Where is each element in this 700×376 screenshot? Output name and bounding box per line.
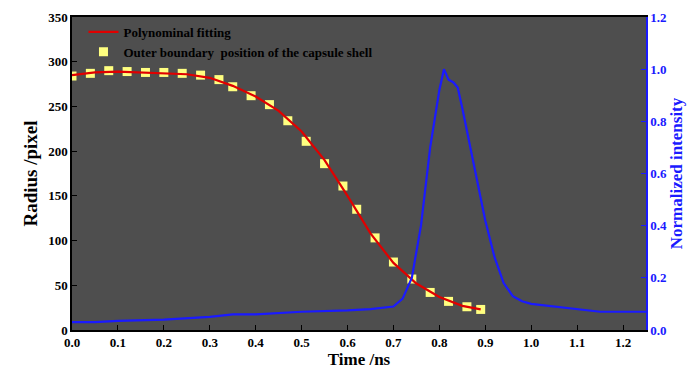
svg-text:Radius /pixel: Radius /pixel (20, 120, 41, 226)
svg-text:1.2: 1.2 (615, 335, 631, 350)
svg-text:0.8: 0.8 (431, 335, 448, 350)
svg-text:0.4: 0.4 (248, 335, 265, 350)
svg-text:Normalized intensity: Normalized intensity (667, 97, 686, 249)
svg-text:350: 350 (48, 10, 68, 25)
svg-text:0.0: 0.0 (64, 335, 80, 350)
svg-text:0.6: 0.6 (650, 166, 667, 181)
svg-text:1.0: 1.0 (523, 335, 539, 350)
svg-text:0.5: 0.5 (293, 335, 310, 350)
svg-text:0.1: 0.1 (110, 335, 126, 350)
svg-text:Polynominal fitting: Polynominal fitting (123, 25, 231, 40)
svg-text:150: 150 (48, 188, 68, 203)
svg-text:1.1: 1.1 (569, 335, 585, 350)
svg-text:0.0: 0.0 (650, 323, 666, 338)
svg-text:0.8: 0.8 (650, 114, 667, 129)
svg-text:Time /ns: Time /ns (328, 350, 391, 369)
svg-text:0.2: 0.2 (156, 335, 172, 350)
svg-text:250: 250 (48, 99, 68, 114)
svg-text:Outer boundary position of th: Outer boundary position of the capsule s… (123, 45, 372, 60)
svg-text:0.2: 0.2 (650, 270, 666, 285)
svg-text:0.6: 0.6 (339, 335, 356, 350)
svg-text:1.0: 1.0 (650, 62, 666, 77)
svg-text:100: 100 (48, 233, 68, 248)
svg-text:0.4: 0.4 (650, 218, 667, 233)
svg-text:300: 300 (48, 54, 68, 69)
svg-text:0.7: 0.7 (385, 335, 402, 350)
svg-text:1.2: 1.2 (650, 10, 666, 25)
svg-text:0.3: 0.3 (202, 335, 219, 350)
svg-text:200: 200 (48, 144, 68, 159)
svg-text:0: 0 (61, 323, 68, 338)
svg-text:50: 50 (55, 278, 68, 293)
svg-text:0.9: 0.9 (477, 335, 494, 350)
